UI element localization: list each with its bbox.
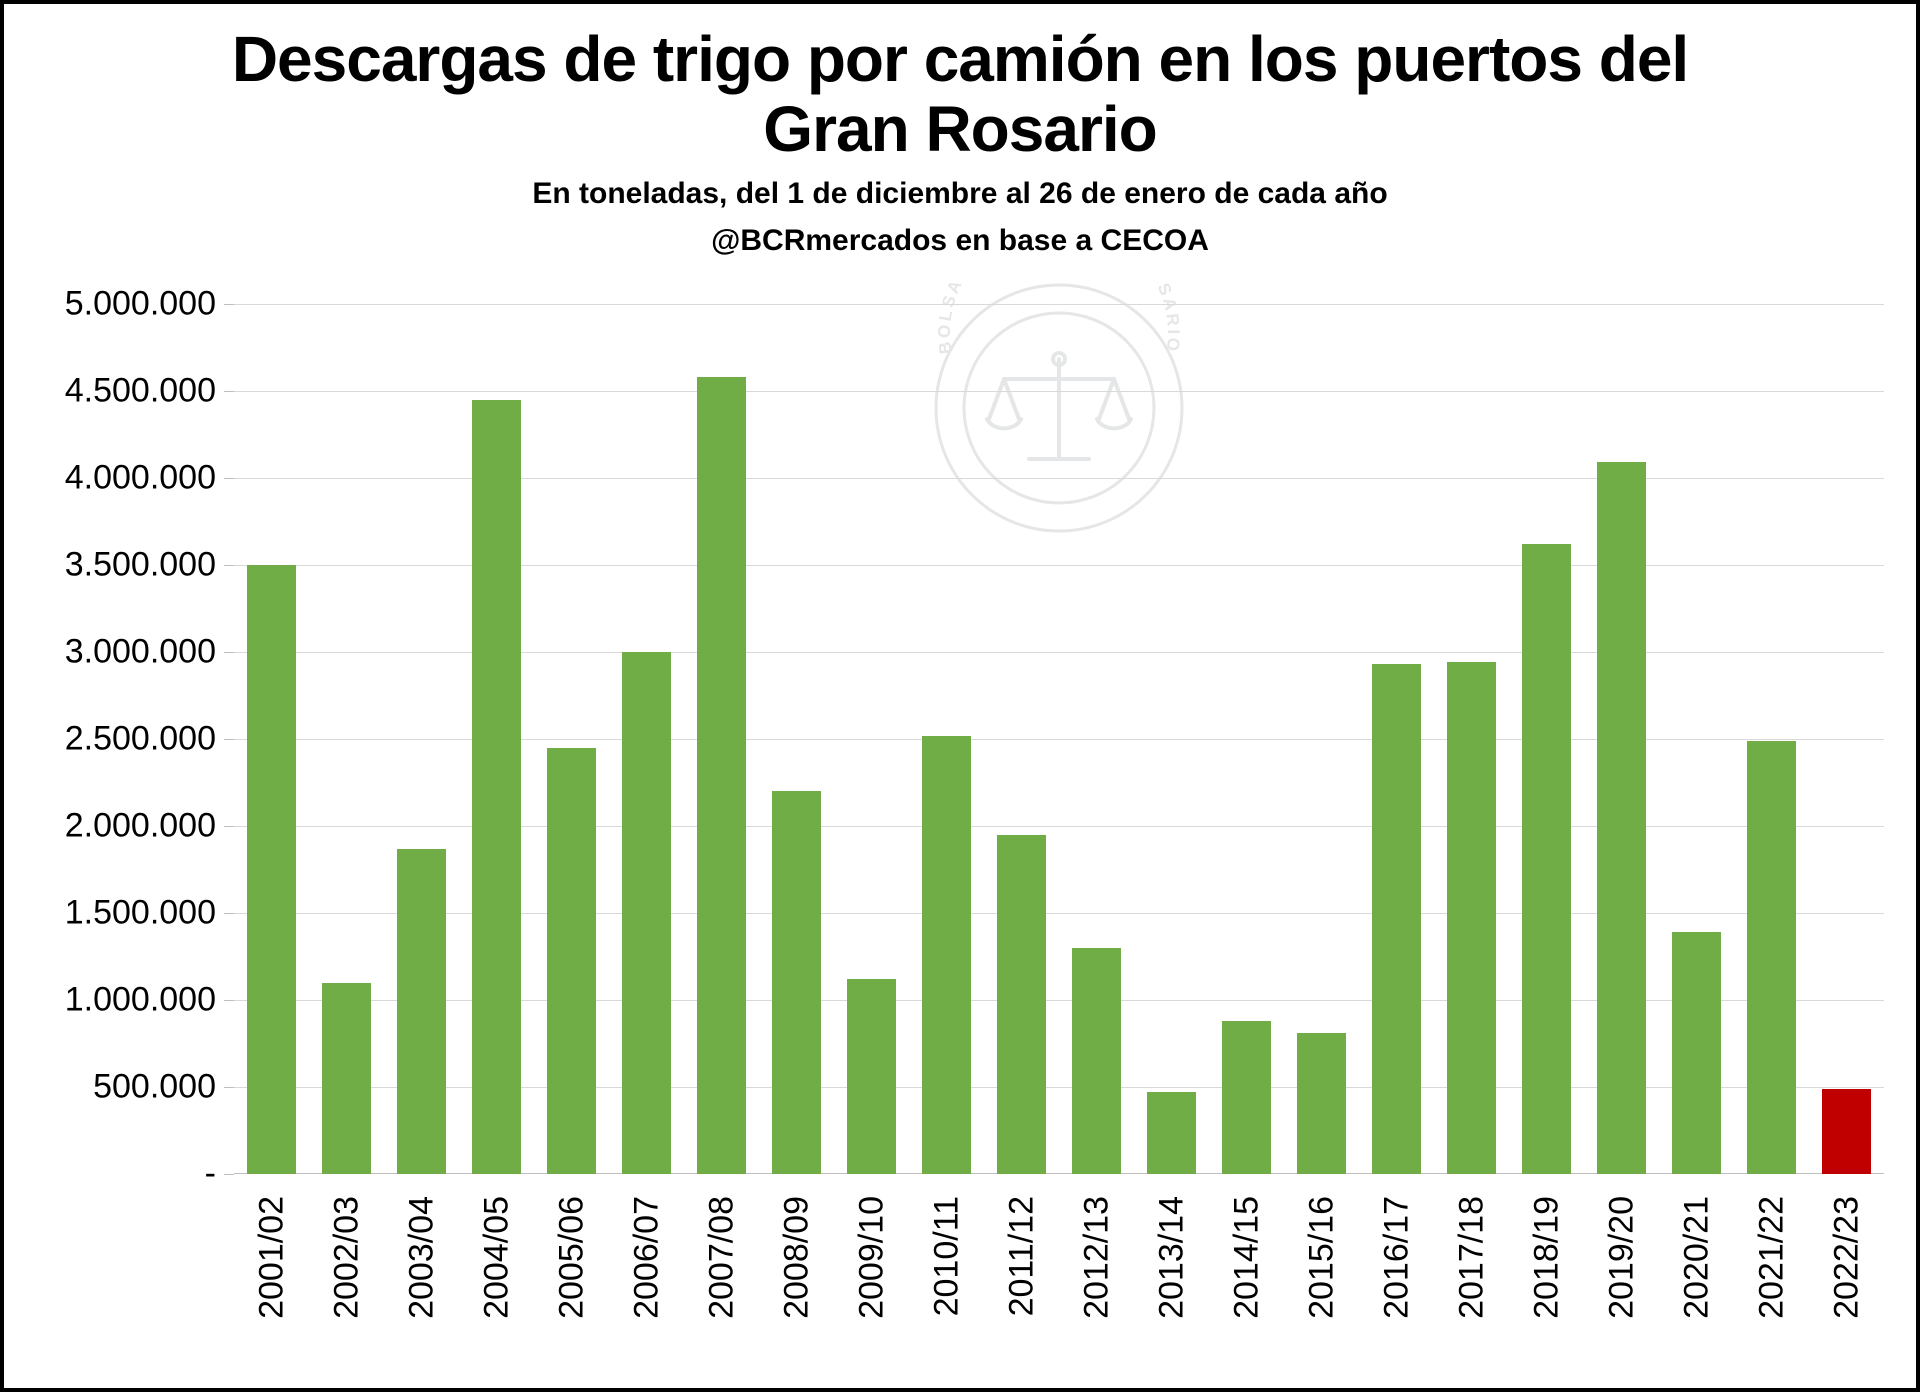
x-tick-label: 2006/07 (627, 1196, 666, 1319)
y-tick-label: 1.000.000 (65, 981, 234, 1020)
bar (547, 748, 597, 1174)
x-tick-label: 2010/11 (927, 1196, 966, 1316)
chart-title-line-1: Descargas de trigo por camión en los pue… (4, 24, 1916, 94)
x-tick-label: 2003/04 (402, 1196, 441, 1319)
chart-title-line-2: Gran Rosario (4, 94, 1916, 164)
chart-subtitle-line-1: En toneladas, del 1 de diciembre al 26 d… (4, 175, 1916, 213)
gridline (234, 391, 1884, 392)
x-tick-label: 2014/15 (1227, 1196, 1266, 1319)
y-tick-label: 5.000.000 (65, 285, 234, 324)
x-tick-label: 2015/16 (1302, 1196, 1341, 1319)
y-tick-label: 4.500.000 (65, 372, 234, 411)
gridline (234, 304, 1884, 305)
x-tick-label: 2012/13 (1077, 1196, 1116, 1319)
x-tick-label: 2004/05 (477, 1196, 516, 1319)
bar (772, 791, 822, 1174)
x-tick-label: 2005/06 (552, 1196, 591, 1319)
bar (322, 983, 372, 1174)
bar (1147, 1092, 1197, 1174)
bar (622, 652, 672, 1174)
x-tick-label: 2007/08 (702, 1196, 741, 1319)
x-tick-label: 2002/03 (327, 1196, 366, 1319)
watermark-logo: BOLSA DE COMERCIO DE ROSARIO (934, 283, 1184, 533)
x-tick-label: 2016/17 (1377, 1196, 1416, 1319)
x-tick-label: 2013/14 (1152, 1196, 1191, 1319)
y-tick-label: 3.500.000 (65, 546, 234, 585)
y-tick-label: 2.000.000 (65, 807, 234, 846)
y-tick-label: 2.500.000 (65, 720, 234, 759)
bar (1672, 932, 1722, 1174)
x-tick-label: 2017/18 (1452, 1196, 1491, 1319)
chart-frame: Descargas de trigo por camión en los pue… (0, 0, 1920, 1392)
x-tick-label: 2020/21 (1677, 1196, 1716, 1319)
plot-area: BOLSA DE COMERCIO DE ROSARIO -500.0001.0… (234, 304, 1884, 1174)
bar (1522, 544, 1572, 1174)
bar (1072, 948, 1122, 1174)
bar (472, 400, 522, 1174)
bar (247, 565, 297, 1174)
x-tick-label: 2008/09 (777, 1196, 816, 1319)
y-tick-label: 4.000.000 (65, 459, 234, 498)
y-tick-label: 3.000.000 (65, 633, 234, 672)
bar (397, 849, 447, 1174)
x-tick-label: 2018/19 (1527, 1196, 1566, 1319)
bar (1747, 741, 1797, 1174)
x-tick-label: 2009/10 (852, 1196, 891, 1319)
bar (1372, 664, 1422, 1174)
x-tick-label: 2001/02 (252, 1196, 291, 1319)
bar (1297, 1033, 1347, 1174)
y-tick-label: 500.000 (93, 1068, 234, 1107)
x-tick-label: 2011/12 (1002, 1196, 1041, 1316)
x-tick-label: 2021/22 (1752, 1196, 1791, 1319)
x-tick-label: 2019/20 (1602, 1196, 1641, 1319)
bar (922, 736, 972, 1174)
title-block: Descargas de trigo por camión en los pue… (4, 24, 1916, 260)
bar (697, 377, 747, 1174)
bar (847, 979, 897, 1174)
x-tick-label: 2022/23 (1827, 1196, 1866, 1319)
bar (1597, 462, 1647, 1174)
bar (1222, 1021, 1272, 1174)
bar (997, 835, 1047, 1174)
bar (1822, 1089, 1872, 1174)
chart-subtitle-line-2: @BCRmercados en base a CECOA (4, 222, 1916, 260)
y-tick-label: 1.500.000 (65, 894, 234, 933)
bar (1447, 662, 1497, 1174)
y-tick-label: - (205, 1155, 234, 1194)
